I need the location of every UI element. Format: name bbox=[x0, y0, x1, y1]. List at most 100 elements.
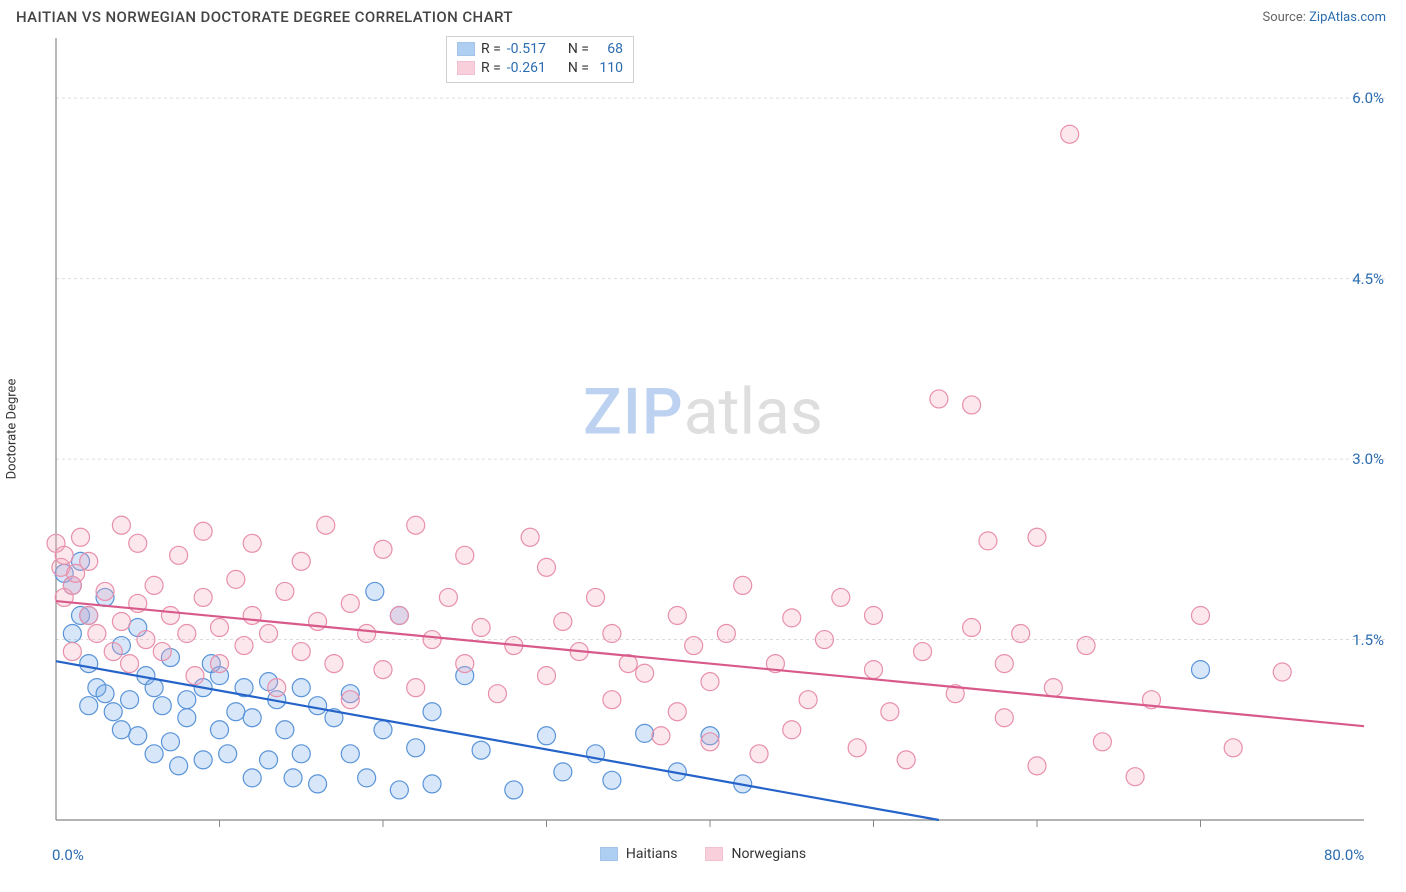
scatter-point bbox=[668, 703, 686, 721]
scatter-point bbox=[268, 679, 286, 697]
y-tick-label: 1.5% bbox=[1352, 631, 1384, 649]
scatter-point bbox=[701, 733, 719, 751]
legend-r-value: -0.517 bbox=[507, 40, 546, 59]
chart-title: HAITIAN VS NORWEGIAN DOCTORATE DEGREE CO… bbox=[16, 8, 513, 26]
legend-swatch bbox=[457, 61, 475, 75]
scatter-point bbox=[55, 546, 73, 564]
scatter-point bbox=[521, 528, 539, 546]
scatter-point bbox=[292, 552, 310, 570]
scatter-point bbox=[456, 546, 474, 564]
chart-source: Source: ZipAtlas.com bbox=[1262, 10, 1386, 25]
scatter-point bbox=[783, 721, 801, 739]
scatter-point bbox=[1012, 625, 1030, 643]
scatter-point bbox=[979, 532, 997, 550]
legend-swatch bbox=[705, 847, 723, 861]
scatter-point bbox=[309, 612, 327, 630]
legend-series-label: Norwegians bbox=[731, 846, 806, 862]
scatter-point bbox=[80, 655, 98, 673]
scatter-point bbox=[603, 625, 621, 643]
scatter-point bbox=[390, 781, 408, 799]
scatter-point bbox=[1028, 528, 1046, 546]
legend-swatch bbox=[600, 847, 618, 861]
scatter-point bbox=[636, 664, 654, 682]
scatter-point bbox=[80, 606, 98, 624]
scatter-point bbox=[72, 528, 90, 546]
source-prefix: Source: bbox=[1262, 10, 1309, 25]
scatter-point bbox=[341, 745, 359, 763]
scatter-point bbox=[153, 643, 171, 661]
scatter-point bbox=[505, 781, 523, 799]
legend-n-value: 110 bbox=[595, 59, 623, 78]
scatter-point bbox=[276, 721, 294, 739]
scatter-point bbox=[815, 631, 833, 649]
scatter-point bbox=[243, 769, 261, 787]
scatter-point bbox=[603, 691, 621, 709]
scatter-point bbox=[161, 606, 179, 624]
scatter-point bbox=[358, 769, 376, 787]
scatter-point bbox=[538, 558, 556, 576]
scatter-point bbox=[734, 576, 752, 594]
scatter-point bbox=[865, 606, 883, 624]
scatter-point bbox=[219, 745, 237, 763]
trend-line bbox=[56, 601, 1364, 726]
scatter-point bbox=[227, 703, 245, 721]
scatter-point bbox=[243, 709, 261, 727]
scatter-point bbox=[129, 727, 147, 745]
source-link[interactable]: ZipAtlas.com bbox=[1309, 10, 1386, 25]
scatter-point bbox=[80, 552, 98, 570]
scatter-point bbox=[243, 534, 261, 552]
chart-svg bbox=[16, 30, 1390, 860]
chart-header: HAITIAN VS NORWEGIAN DOCTORATE DEGREE CO… bbox=[0, 0, 1406, 30]
scatter-point bbox=[145, 745, 163, 763]
scatter-point bbox=[178, 625, 196, 643]
scatter-point bbox=[554, 612, 572, 630]
scatter-point bbox=[88, 625, 106, 643]
scatter-point bbox=[963, 396, 981, 414]
y-tick-label: 3.0% bbox=[1352, 450, 1384, 468]
scatter-point bbox=[374, 540, 392, 558]
scatter-point bbox=[1028, 757, 1046, 775]
scatter-point bbox=[194, 588, 212, 606]
scatter-point bbox=[488, 685, 506, 703]
scatter-point bbox=[260, 625, 278, 643]
scatter-point bbox=[799, 691, 817, 709]
scatter-point bbox=[211, 619, 229, 637]
scatter-point bbox=[104, 703, 122, 721]
legend-correlation: R =-0.517N =68R =-0.261N =110 bbox=[446, 36, 634, 83]
legend-series-item: Haitians bbox=[600, 846, 678, 862]
legend-series: Haitians Norwegians bbox=[16, 846, 1390, 862]
scatter-point bbox=[211, 721, 229, 739]
scatter-point bbox=[63, 625, 81, 643]
scatter-point bbox=[170, 757, 188, 775]
scatter-point bbox=[153, 697, 171, 715]
scatter-point bbox=[1093, 733, 1111, 751]
scatter-point bbox=[439, 588, 457, 606]
scatter-point bbox=[178, 709, 196, 727]
scatter-point bbox=[358, 625, 376, 643]
scatter-point bbox=[63, 643, 81, 661]
scatter-point bbox=[717, 625, 735, 643]
scatter-point bbox=[309, 775, 327, 793]
y-tick-label: 4.5% bbox=[1352, 270, 1384, 288]
scatter-point bbox=[1044, 679, 1062, 697]
scatter-point bbox=[96, 582, 114, 600]
scatter-point bbox=[145, 679, 163, 697]
scatter-point bbox=[80, 697, 98, 715]
scatter-point bbox=[235, 637, 253, 655]
legend-r-label: R = bbox=[481, 40, 501, 59]
scatter-point bbox=[914, 643, 932, 661]
scatter-point bbox=[995, 709, 1013, 727]
scatter-point bbox=[701, 673, 719, 691]
scatter-point bbox=[129, 534, 147, 552]
scatter-point bbox=[832, 588, 850, 606]
scatter-point bbox=[211, 655, 229, 673]
scatter-point bbox=[325, 655, 343, 673]
scatter-point bbox=[407, 516, 425, 534]
scatter-point bbox=[145, 576, 163, 594]
y-axis-label: Doctorate Degree bbox=[5, 379, 20, 480]
scatter-point bbox=[538, 727, 556, 745]
scatter-point bbox=[121, 655, 139, 673]
scatter-point bbox=[783, 609, 801, 627]
scatter-point bbox=[284, 769, 302, 787]
scatter-point bbox=[472, 741, 490, 759]
